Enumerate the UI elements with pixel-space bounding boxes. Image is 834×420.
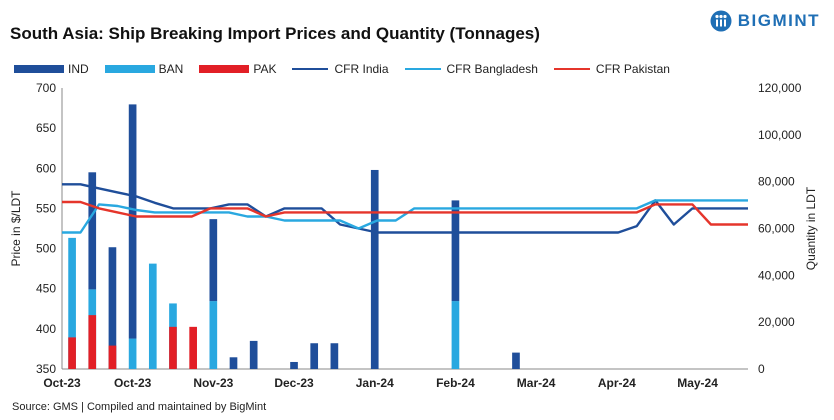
legend-label-cfr-india: CFR India xyxy=(334,62,389,76)
bigmint-logo-icon xyxy=(710,10,732,32)
legend-label-ind: IND xyxy=(68,62,89,76)
legend-label-ban: BAN xyxy=(158,62,184,76)
chart-title: South Asia: Ship Breaking Import Prices … xyxy=(10,24,540,43)
legend-item-cfr-india: CFR India xyxy=(292,62,389,76)
y-right-tick-label: 100,000 xyxy=(758,128,802,142)
bar-ind xyxy=(451,200,460,302)
bar-ind xyxy=(229,357,238,369)
price-quantity-chart: 350 400 450 500 550 600 650 700 0 20,000 40,000 60,… xyxy=(9,81,818,390)
brand-logo: BIGMINT xyxy=(710,10,820,32)
legend-swatch-cfr-bangladesh xyxy=(404,68,441,70)
bar-ind xyxy=(512,352,520,369)
legend-swatch-cfr-india xyxy=(292,68,329,70)
legend-item-cfr-bangladesh: CFR Bangladesh xyxy=(404,62,538,76)
bar-ind xyxy=(128,104,137,339)
y-left-tick-label: 350 xyxy=(36,362,56,376)
legend-label-cfr-pakistan: CFR Pakistan xyxy=(595,62,670,76)
y-left-tick-label: 500 xyxy=(36,242,56,256)
y-right-tick-label: 80,000 xyxy=(758,175,795,189)
legend-label-cfr-bangladesh: CFR Bangladesh xyxy=(446,62,538,76)
x-tick-label: Oct-23 xyxy=(114,376,152,390)
line-cfr-bangladesh xyxy=(62,199,748,234)
bar-ban xyxy=(128,338,137,369)
y-right-tick-label: 20,000 xyxy=(758,315,795,329)
y-left-tick-label: 400 xyxy=(36,322,56,336)
y-left-tick-label: 550 xyxy=(36,201,56,215)
bar-ind xyxy=(249,340,258,369)
legend-swatch-ind xyxy=(14,65,64,73)
chart-legend: IND BAN PAK CFR India CFR Bangladesh CFR… xyxy=(14,62,686,76)
y-right-tick-label: 0 xyxy=(758,362,765,376)
bar-pak xyxy=(88,315,97,369)
x-tick-label: Apr-24 xyxy=(598,376,636,390)
legend-swatch-ban xyxy=(104,65,155,73)
x-tick-label: Mar-24 xyxy=(517,376,556,390)
legend-item-ban: BAN xyxy=(104,62,184,76)
bar-ban xyxy=(451,301,460,369)
y-left-tick-label: 600 xyxy=(36,161,56,175)
y-right-axis-title: Quantity in LDT xyxy=(804,186,818,270)
legend-swatch-pak xyxy=(199,65,250,73)
bar-ind xyxy=(330,343,339,369)
bar-ban xyxy=(148,263,157,369)
x-tick-label: Nov-23 xyxy=(193,376,233,390)
bar-ind xyxy=(370,169,379,369)
line-cfr-india xyxy=(62,183,748,234)
bar-ind xyxy=(290,361,298,369)
y-right-tick-label: 60,000 xyxy=(758,222,795,236)
brand-name: BIGMINT xyxy=(737,11,820,30)
x-tick-label: May-24 xyxy=(677,376,718,390)
y-left-tick-label: 700 xyxy=(36,81,56,95)
legend-swatch-cfr-pakistan xyxy=(553,68,590,70)
x-tick-label: Oct-23 xyxy=(43,376,81,390)
y-right-tick-label: 40,000 xyxy=(758,268,795,282)
x-tick-label: Dec-23 xyxy=(274,376,314,390)
legend-item-cfr-pakistan: CFR Pakistan xyxy=(553,62,670,76)
bar-pak xyxy=(108,345,117,369)
bar-ind xyxy=(108,247,117,369)
y-left-tick-label: 650 xyxy=(36,121,56,135)
legend-item-pak: PAK xyxy=(199,62,276,76)
bar-ind xyxy=(88,172,97,290)
bar-ind xyxy=(310,343,319,369)
legend-label-pak: PAK xyxy=(253,62,277,76)
y-right-tick-label: 120,000 xyxy=(758,81,802,95)
bar-ban xyxy=(68,237,76,369)
bar-pak xyxy=(189,326,197,369)
legend-item-ind: IND xyxy=(14,62,89,76)
x-tick-label: Jan-24 xyxy=(356,376,394,390)
bar-ind xyxy=(209,219,218,302)
bar-ban xyxy=(209,301,218,369)
x-tick-label: Feb-24 xyxy=(436,376,475,390)
line-cfr-pakistan xyxy=(62,200,748,226)
y-left-axis-title: Price in $/LDT xyxy=(9,190,23,267)
source-note: Source: GMS | Compiled and maintained by… xyxy=(12,401,267,413)
bar-pak xyxy=(68,337,76,369)
y-left-tick-label: 450 xyxy=(36,282,56,296)
bar-pak xyxy=(169,326,177,369)
